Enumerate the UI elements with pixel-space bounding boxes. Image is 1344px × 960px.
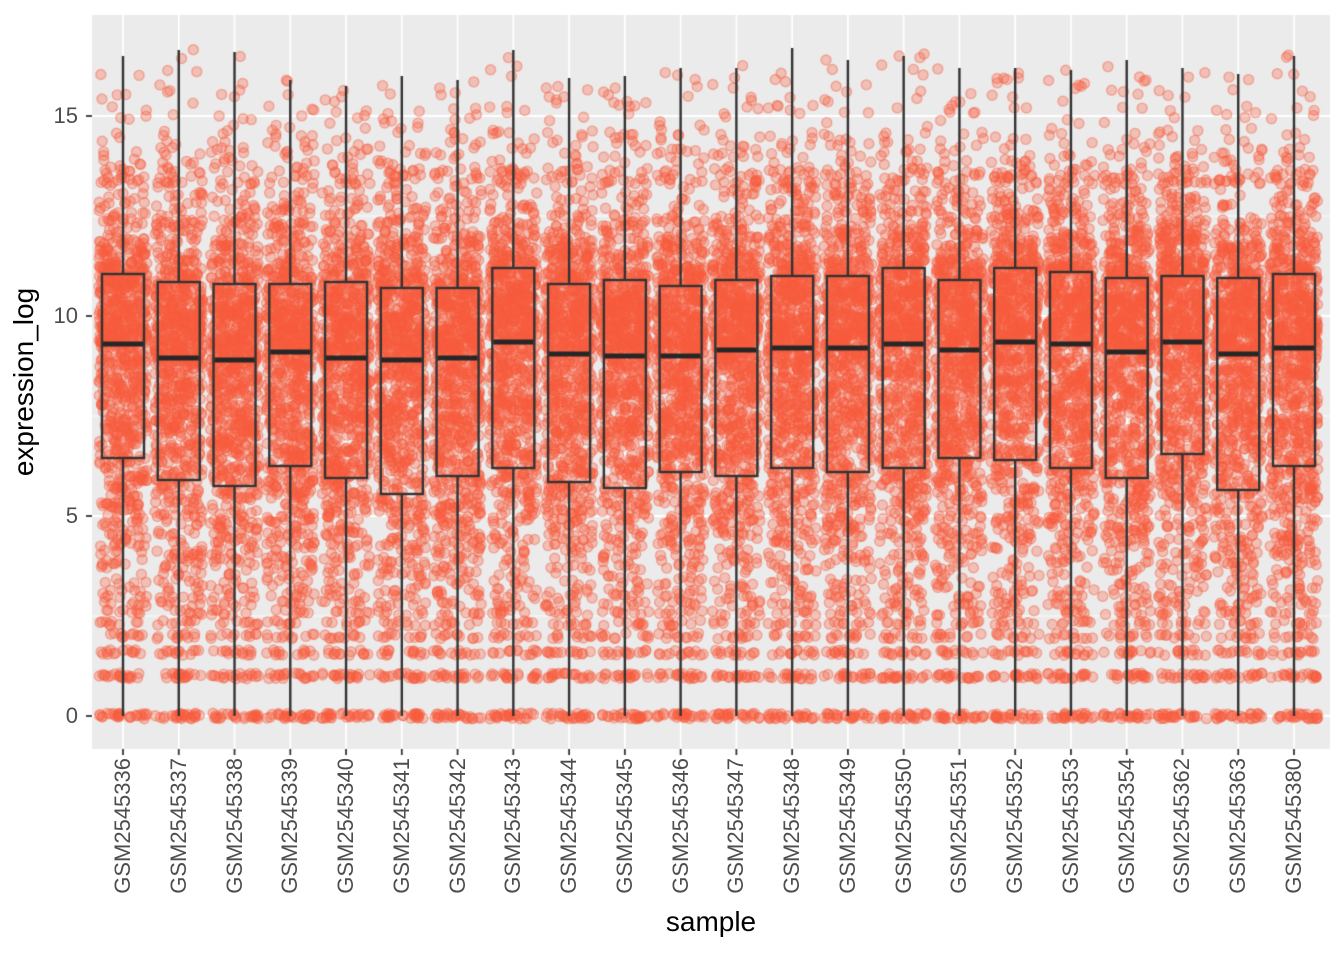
x-tick-label: GSM2545380: [1281, 758, 1306, 894]
x-tick-label: GSM2545341: [388, 758, 414, 894]
x-tick-label: GSM2545353: [1057, 758, 1083, 894]
y-tick-label: 15: [53, 103, 78, 128]
x-axis-title: sample: [665, 906, 757, 937]
x-tick-label: GSM2545350: [890, 758, 916, 894]
y-tick-label: 0: [65, 703, 78, 728]
x-tick-label: GSM2545346: [667, 758, 693, 894]
x-tick-label: GSM2545343: [500, 758, 526, 894]
x-tick-label: GSM2545340: [333, 758, 359, 894]
x-tick-label: GSM2545352: [1002, 758, 1028, 894]
x-tick-label: GSM2545338: [221, 758, 247, 894]
x-tick-label: GSM2545354: [1113, 758, 1139, 894]
x-tick-label: GSM2545348: [779, 758, 805, 894]
x-tick-label: GSM2545336: [110, 758, 135, 894]
y-tick-label: 5: [65, 503, 78, 528]
x-tick-label: GSM2545349: [834, 758, 860, 894]
x-tick-label: GSM2545347: [723, 758, 749, 894]
y-tick-label: 10: [53, 303, 78, 328]
x-tick-label: GSM2545337: [165, 758, 191, 894]
x-tick-label: GSM2545339: [277, 758, 303, 894]
x-tick-label: GSM2545351: [946, 758, 972, 894]
x-tick-label: GSM2545362: [1169, 758, 1195, 894]
x-tick-label: GSM2545344: [556, 758, 582, 894]
x-tick-label: GSM2545363: [1225, 758, 1251, 894]
x-tick-label: GSM2545342: [444, 758, 470, 894]
x-tick-label: GSM2545345: [611, 758, 637, 894]
